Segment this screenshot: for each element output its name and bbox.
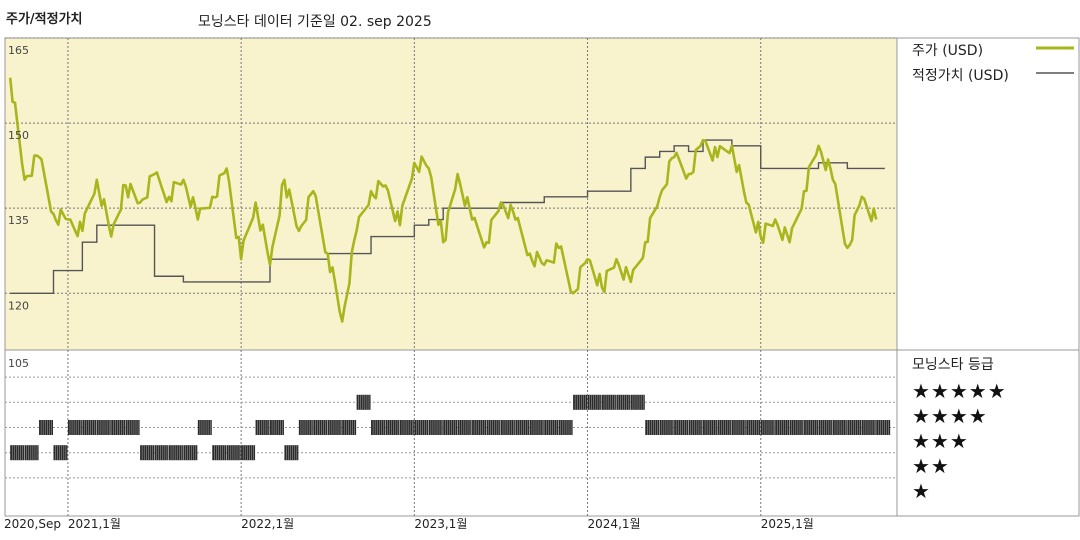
rating-4-stars: ★★★★ <box>912 404 988 428</box>
x-tick-label: 2021,1월 <box>68 517 121 531</box>
rating-1-star: ★ <box>912 479 931 503</box>
x-tick-label: 2022,1월 <box>241 517 294 531</box>
rating-5-stars: ★★★★★ <box>912 379 1007 403</box>
fair-value-series-line <box>10 139 885 294</box>
x-tick-label: 2024,1월 <box>588 517 641 531</box>
x-tick-label: 2020,Sep <box>4 517 61 531</box>
x-tick-label: 2025,1월 <box>761 517 814 531</box>
y-tick-label: 165 <box>8 44 29 57</box>
price-series-line <box>8 77 878 323</box>
rating-axis-label: 105 <box>8 357 29 370</box>
rating-3-stars: ★★★ <box>912 429 969 453</box>
rating-2-stars: ★★ <box>912 454 950 478</box>
y-tick-label: 120 <box>8 299 29 312</box>
x-tick-label: 2023,1월 <box>414 517 467 531</box>
legend-panel <box>896 37 1080 351</box>
legend-price-label: 주가 (USD) <box>912 43 984 59</box>
y-tick-label: 135 <box>8 214 29 227</box>
rating-legend-panel <box>896 349 1080 517</box>
chart-title: 주가/적정가치 <box>6 12 83 27</box>
y-tick-label: 150 <box>8 129 29 142</box>
rating-legend-title: 모닝스타 등급 <box>912 357 994 373</box>
price-panel <box>4 37 898 351</box>
legend-fair-label: 적정가치 (USD) <box>912 68 1009 84</box>
chart-subtitle: 모닝스타 데이터 기준일 02. sep 2025 <box>198 14 432 30</box>
